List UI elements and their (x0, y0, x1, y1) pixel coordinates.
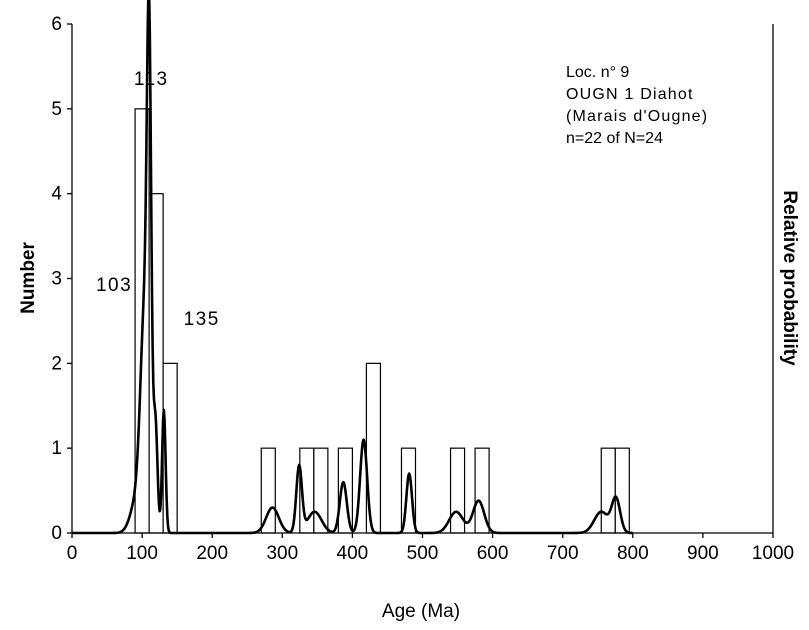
y-axis-title: Number (18, 242, 39, 314)
x-tick-label: 600 (477, 543, 509, 564)
y-tick-label: 4 (51, 184, 62, 205)
x-tick-label: 700 (547, 543, 579, 564)
sample-info-text: Loc. n° 9 OUGN 1 Diahot (Marais d'Ougne) n=… (566, 64, 708, 147)
y-tick-label: 3 (51, 269, 62, 290)
y-tick-label: 5 (51, 99, 62, 120)
sample-info-line: OUGN 1 Diahot (566, 86, 694, 103)
x-tick-label: 500 (407, 543, 439, 564)
peak-annotations: 113 103 135 (96, 69, 220, 330)
y-tick-label: 6 (51, 14, 62, 35)
histogram-bar (260, 447, 276, 534)
y-tick-label: 1 (51, 438, 62, 459)
x-tick-label: 200 (196, 543, 228, 564)
y-tick-label: 2 (51, 353, 62, 374)
y2-axis-title: Relative probability (779, 190, 800, 366)
histogram-bar (600, 447, 616, 534)
sample-info-line: (Marais d'Ougne) (566, 108, 708, 125)
x-tick-label: 1000 (752, 543, 794, 564)
x-tick-label: 400 (337, 543, 369, 564)
x-tick-label: 0 (67, 543, 78, 564)
y-tick-label: 0 (51, 523, 62, 544)
x-tick-label: 100 (126, 543, 158, 564)
peak-label: 103 (96, 275, 132, 296)
x-axis-title: Age (Ma) (382, 601, 460, 622)
axes: 0 1 2 3 4 5 6 0 100 200 300 400 500 600 700 800 900 1000 (51, 14, 794, 564)
sample-info-line: n=22 of N=24 (566, 130, 663, 147)
x-tick-label: 800 (617, 543, 649, 564)
x-tick-label: 900 (687, 543, 719, 564)
x-tick-label: 300 (266, 543, 298, 564)
peak-label: 135 (184, 309, 220, 330)
peak-label: 113 (134, 69, 169, 90)
sample-info-line: Loc. n° 9 (566, 64, 629, 81)
